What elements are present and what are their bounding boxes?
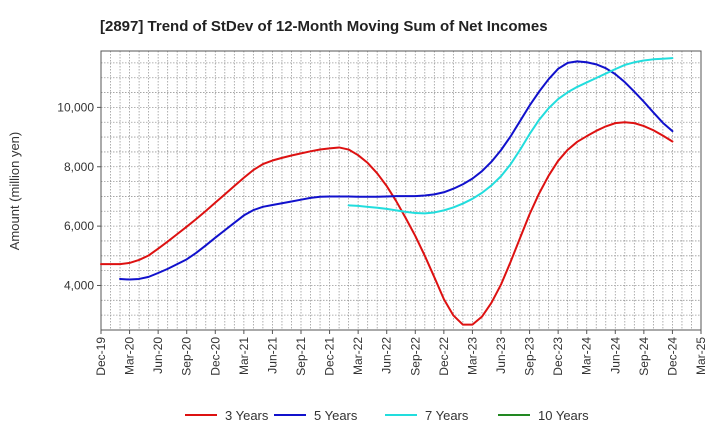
- y-tick-label: 8,000: [64, 160, 94, 174]
- legend-label-5-years: 5 Years: [314, 408, 358, 423]
- x-tick-label: Dec-23: [551, 337, 565, 376]
- y-tick-label: 10,000: [57, 100, 94, 114]
- legend: 3 Years 5 Years 7 Years 10 Years: [185, 408, 589, 423]
- legend-label-10-years: 10 Years: [538, 408, 589, 423]
- x-tick-label: Dec-19: [94, 337, 108, 376]
- x-tick-label: Mar-20: [123, 337, 137, 375]
- y-axis-label: Amount (million yen): [7, 132, 22, 251]
- x-tick-label: Mar-22: [351, 337, 365, 375]
- x-tick-label: Dec-24: [665, 337, 679, 376]
- series-line-5-years: [119, 60, 674, 281]
- x-tick-label: Sep-24: [637, 337, 651, 376]
- y-axis-ticks: 4,000 6,000 8,000 10,000: [57, 100, 101, 292]
- y-tick-label: 4,000: [64, 278, 94, 292]
- x-tick-label: Mar-25: [694, 337, 708, 375]
- series-layer: [100, 57, 674, 326]
- x-tick-label: Jun-21: [265, 337, 279, 374]
- x-tick-label: Mar-24: [580, 337, 594, 375]
- y-tick-label: 6,000: [64, 219, 94, 233]
- chart-title: [2897] Trend of StDev of 12-Month Moving…: [100, 18, 548, 35]
- series-line-7-years: [347, 57, 674, 215]
- x-tick-label: Jun-24: [608, 337, 622, 374]
- plot-border: [100, 50, 702, 331]
- x-tick-label: Dec-22: [437, 337, 451, 376]
- legend-label-7-years: 7 Years: [425, 408, 469, 423]
- x-tick-label: Sep-20: [180, 337, 194, 376]
- x-tick-label: Dec-20: [208, 337, 222, 376]
- x-tick-label: Jun-23: [494, 337, 508, 374]
- legend-label-3-years: 3 Years: [225, 408, 269, 423]
- x-tick-label: Sep-22: [408, 337, 422, 376]
- plot-area: [100, 50, 702, 331]
- x-tick-label: Jun-20: [151, 337, 165, 374]
- x-tick-label: Sep-23: [523, 337, 537, 376]
- x-axis-ticks: Dec-19 Mar-20 Jun-20 Sep-20 Dec-20 Mar-21 Jun-…: [94, 330, 708, 376]
- series-line-3-years: [100, 121, 674, 326]
- x-tick-label: Mar-23: [465, 337, 479, 375]
- x-tick-label: Mar-21: [237, 337, 251, 375]
- x-tick-label: Sep-21: [294, 337, 308, 376]
- x-tick-label: Dec-21: [323, 337, 337, 376]
- plot-background: [101, 51, 701, 330]
- x-tick-label: Jun-22: [380, 337, 394, 374]
